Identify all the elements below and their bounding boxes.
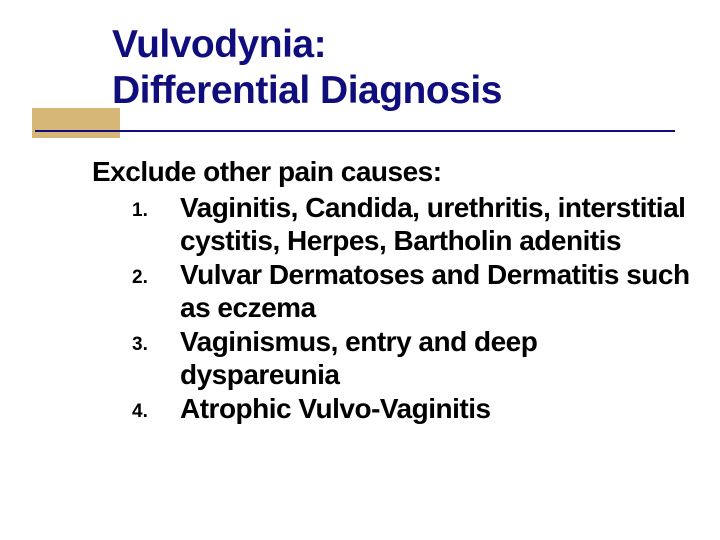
lead-text: Exclude other pain causes:: [92, 155, 692, 189]
list-number: 4.: [132, 392, 180, 423]
list-text: Vaginitis, Candida, urethritis, intersti…: [180, 191, 692, 257]
slide-title: Vulvodynia: Differential Diagnosis: [112, 22, 672, 114]
content-block: Exclude other pain causes: 1. Vaginitis,…: [92, 155, 692, 426]
ordered-list: 1. Vaginitis, Candida, urethritis, inter…: [132, 191, 692, 425]
list-number: 1.: [132, 191, 180, 222]
list-text: Atrophic Vulvo-Vaginitis: [180, 392, 491, 425]
title-line-2: Differential Diagnosis: [112, 68, 672, 114]
list-item: 2. Vulvar Dermatoses and Dermatitis such…: [132, 258, 692, 324]
list-item: 3. Vaginismus, entry and deep dyspareuni…: [132, 325, 692, 391]
list-number: 3.: [132, 325, 180, 356]
list-text: Vaginismus, entry and deep dyspareunia: [180, 325, 692, 391]
list-number: 2.: [132, 258, 180, 289]
title-line-1: Vulvodynia:: [112, 22, 672, 68]
title-underline: [35, 130, 675, 132]
list-item: 4. Atrophic Vulvo-Vaginitis: [132, 392, 692, 425]
list-item: 1. Vaginitis, Candida, urethritis, inter…: [132, 191, 692, 257]
list-text: Vulvar Dermatoses and Dermatitis such as…: [180, 258, 692, 324]
accent-block: [32, 108, 120, 138]
